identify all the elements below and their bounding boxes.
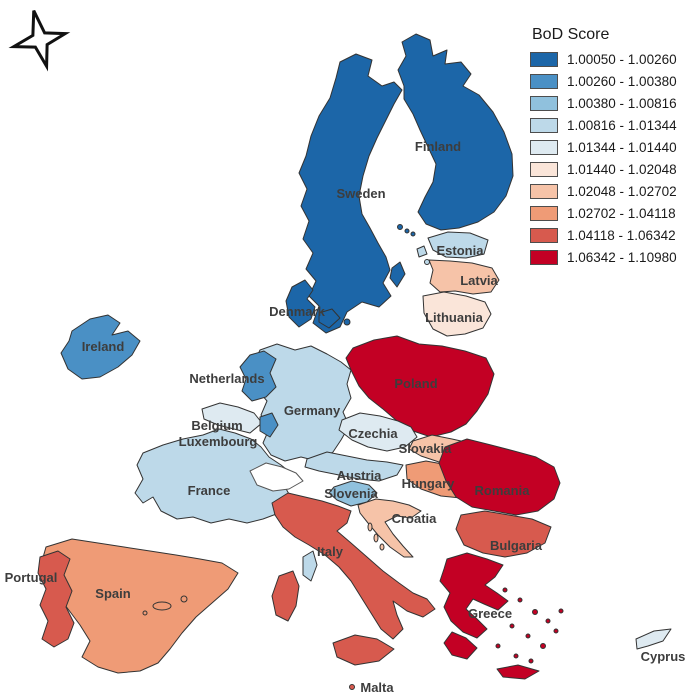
legend-swatch bbox=[530, 118, 558, 133]
island-crete bbox=[496, 664, 540, 680]
country-label-austria: Austria bbox=[337, 468, 383, 483]
country-cyprus bbox=[635, 628, 672, 650]
island-corsica bbox=[302, 550, 318, 582]
country-denmark bbox=[285, 279, 316, 328]
country-label-malta: Malta bbox=[360, 680, 394, 695]
country-label-romania: Romania bbox=[475, 483, 531, 498]
country-estonia bbox=[427, 231, 489, 259]
country-malta bbox=[349, 684, 355, 690]
legend-range-label: 1.00050 - 1.00260 bbox=[567, 52, 677, 67]
country-portugal bbox=[37, 550, 75, 648]
country-croatia bbox=[357, 498, 422, 558]
country-label-poland: Poland bbox=[394, 376, 437, 391]
non-eu-switzerland-outline bbox=[249, 462, 304, 492]
country-label-czechia: Czechia bbox=[348, 426, 398, 441]
legend-item: 1.06342 - 1.10980 bbox=[530, 249, 688, 266]
country-label-greece: Greece bbox=[468, 606, 512, 621]
legend-item: 1.00816 - 1.01344 bbox=[530, 117, 688, 134]
island-gotland bbox=[389, 261, 406, 288]
legend-item: 1.00380 - 1.00816 bbox=[530, 95, 688, 112]
country-greece bbox=[439, 552, 509, 639]
legend-title: BoD Score bbox=[532, 26, 610, 43]
island-zealand bbox=[318, 308, 341, 329]
island-bornholm bbox=[343, 318, 351, 326]
north-arrow-icon bbox=[8, 9, 71, 72]
country-label-hungary: Hungary bbox=[402, 476, 456, 491]
island-aland-archipelago bbox=[397, 224, 416, 237]
legend: BoD Score 1.00050 - 1.00260 1.00260 - 1.… bbox=[530, 26, 688, 271]
island-sicily bbox=[332, 634, 395, 666]
country-sweden bbox=[298, 53, 403, 334]
legend-range-label: 1.04118 - 1.06342 bbox=[567, 228, 676, 243]
legend-swatch bbox=[530, 228, 558, 243]
country-label-germany: Germany bbox=[284, 403, 341, 418]
islands-croatia bbox=[367, 522, 385, 551]
legend-range-label: 1.00260 - 1.00380 bbox=[567, 74, 677, 89]
legend-swatch bbox=[530, 140, 558, 155]
country-romania bbox=[438, 438, 561, 516]
country-label-finland: Finland bbox=[415, 139, 461, 154]
country-label-spain: Spain bbox=[95, 586, 130, 601]
country-label-lithuania: Lithuania bbox=[425, 310, 484, 325]
country-label-netherlands: Netherlands bbox=[189, 371, 264, 386]
country-label-latvia: Latvia bbox=[460, 273, 498, 288]
island-sardinia bbox=[271, 570, 300, 622]
country-lithuania bbox=[422, 291, 492, 337]
country-netherlands bbox=[239, 350, 277, 402]
legend-range-label: 1.02048 - 1.02702 bbox=[567, 184, 677, 199]
country-ireland bbox=[60, 314, 141, 380]
legend-range-label: 1.06342 - 1.10980 bbox=[567, 250, 677, 265]
legend-swatch bbox=[530, 52, 558, 67]
country-austria bbox=[304, 451, 404, 482]
country-bulgaria bbox=[455, 510, 552, 558]
country-finland bbox=[397, 33, 514, 231]
island-peloponnese bbox=[443, 631, 478, 660]
legend-item: 1.04118 - 1.06342 bbox=[530, 227, 688, 244]
country-label-ireland: Ireland bbox=[82, 339, 125, 354]
country-germany bbox=[254, 343, 352, 462]
legend-item: 1.00050 - 1.00260 bbox=[530, 51, 688, 68]
legend-swatch bbox=[530, 184, 558, 199]
legend-swatch bbox=[530, 74, 558, 89]
islands-aegean bbox=[495, 587, 564, 664]
legend-swatch bbox=[530, 250, 558, 265]
legend-item: 1.01440 - 1.02048 bbox=[530, 161, 688, 178]
country-luxembourg bbox=[259, 412, 279, 438]
country-label-croatia: Croatia bbox=[392, 511, 438, 526]
country-label-belgium: Belgium bbox=[191, 418, 242, 433]
country-label-slovenia: Slovenia bbox=[324, 486, 378, 501]
country-label-france: France bbox=[188, 483, 231, 498]
legend-swatch bbox=[530, 162, 558, 177]
legend-range-label: 1.02702 - 1.04118 bbox=[567, 206, 676, 221]
country-label-slovakia: Slovakia bbox=[399, 441, 453, 456]
legend-item: 1.02048 - 1.02702 bbox=[530, 183, 688, 200]
country-label-estonia: Estonia bbox=[437, 243, 485, 258]
country-label-cyprus: Cyprus bbox=[641, 649, 686, 664]
country-label-italy: Italy bbox=[317, 544, 344, 559]
country-czechia bbox=[338, 412, 418, 452]
legend-range-label: 1.00816 - 1.01344 bbox=[567, 118, 677, 133]
legend-item: 1.00260 - 1.00380 bbox=[530, 73, 688, 90]
country-label-denmark: Denmark bbox=[269, 304, 325, 319]
legend-range-label: 1.01440 - 1.02048 bbox=[567, 162, 677, 177]
country-italy bbox=[271, 492, 436, 640]
legend-item: 1.02702 - 1.04118 bbox=[530, 205, 688, 222]
legend-range-label: 1.01344 - 1.01440 bbox=[567, 140, 677, 155]
country-poland bbox=[345, 335, 495, 438]
country-label-portugal: Portugal bbox=[5, 570, 58, 585]
country-spain bbox=[41, 538, 239, 674]
legend-swatch bbox=[530, 96, 558, 111]
country-latvia bbox=[428, 259, 500, 295]
country-belgium bbox=[201, 402, 263, 434]
country-label-bulgaria: Bulgaria bbox=[490, 538, 543, 553]
legend-range-label: 1.00380 - 1.00816 bbox=[567, 96, 677, 111]
island-estonia-west bbox=[416, 245, 428, 258]
islands-balearic bbox=[142, 595, 188, 616]
legend-item: 1.01344 - 1.01440 bbox=[530, 139, 688, 156]
country-label-sweden: Sweden bbox=[336, 186, 385, 201]
country-label-luxembourg: Luxembourg bbox=[179, 434, 258, 449]
legend-swatch bbox=[530, 206, 558, 221]
